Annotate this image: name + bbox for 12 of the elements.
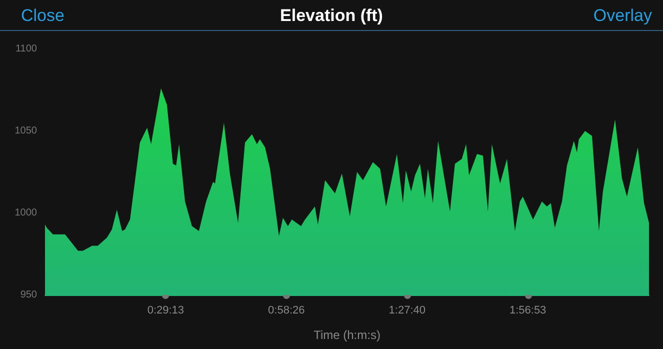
y-tick-label: 1000 — [14, 208, 38, 218]
x-tick-label: 0:58:26 — [268, 304, 305, 316]
x-tick-label: 0:29:13 — [147, 304, 184, 316]
y-tick-label: 1100 — [15, 44, 38, 54]
x-axis-title: Time (h:m:s) — [314, 328, 380, 342]
y-tick-label: 950 — [20, 290, 38, 300]
text: Close — [21, 6, 64, 26]
text: Overlay — [593, 6, 652, 26]
x-tick-label: 1:56:53 — [509, 304, 546, 316]
y-tick-label: 1050 — [14, 126, 38, 136]
x-tick-label: 1:27:40 — [388, 304, 426, 316]
chart-title: Elevation (ft) — [280, 6, 383, 25]
